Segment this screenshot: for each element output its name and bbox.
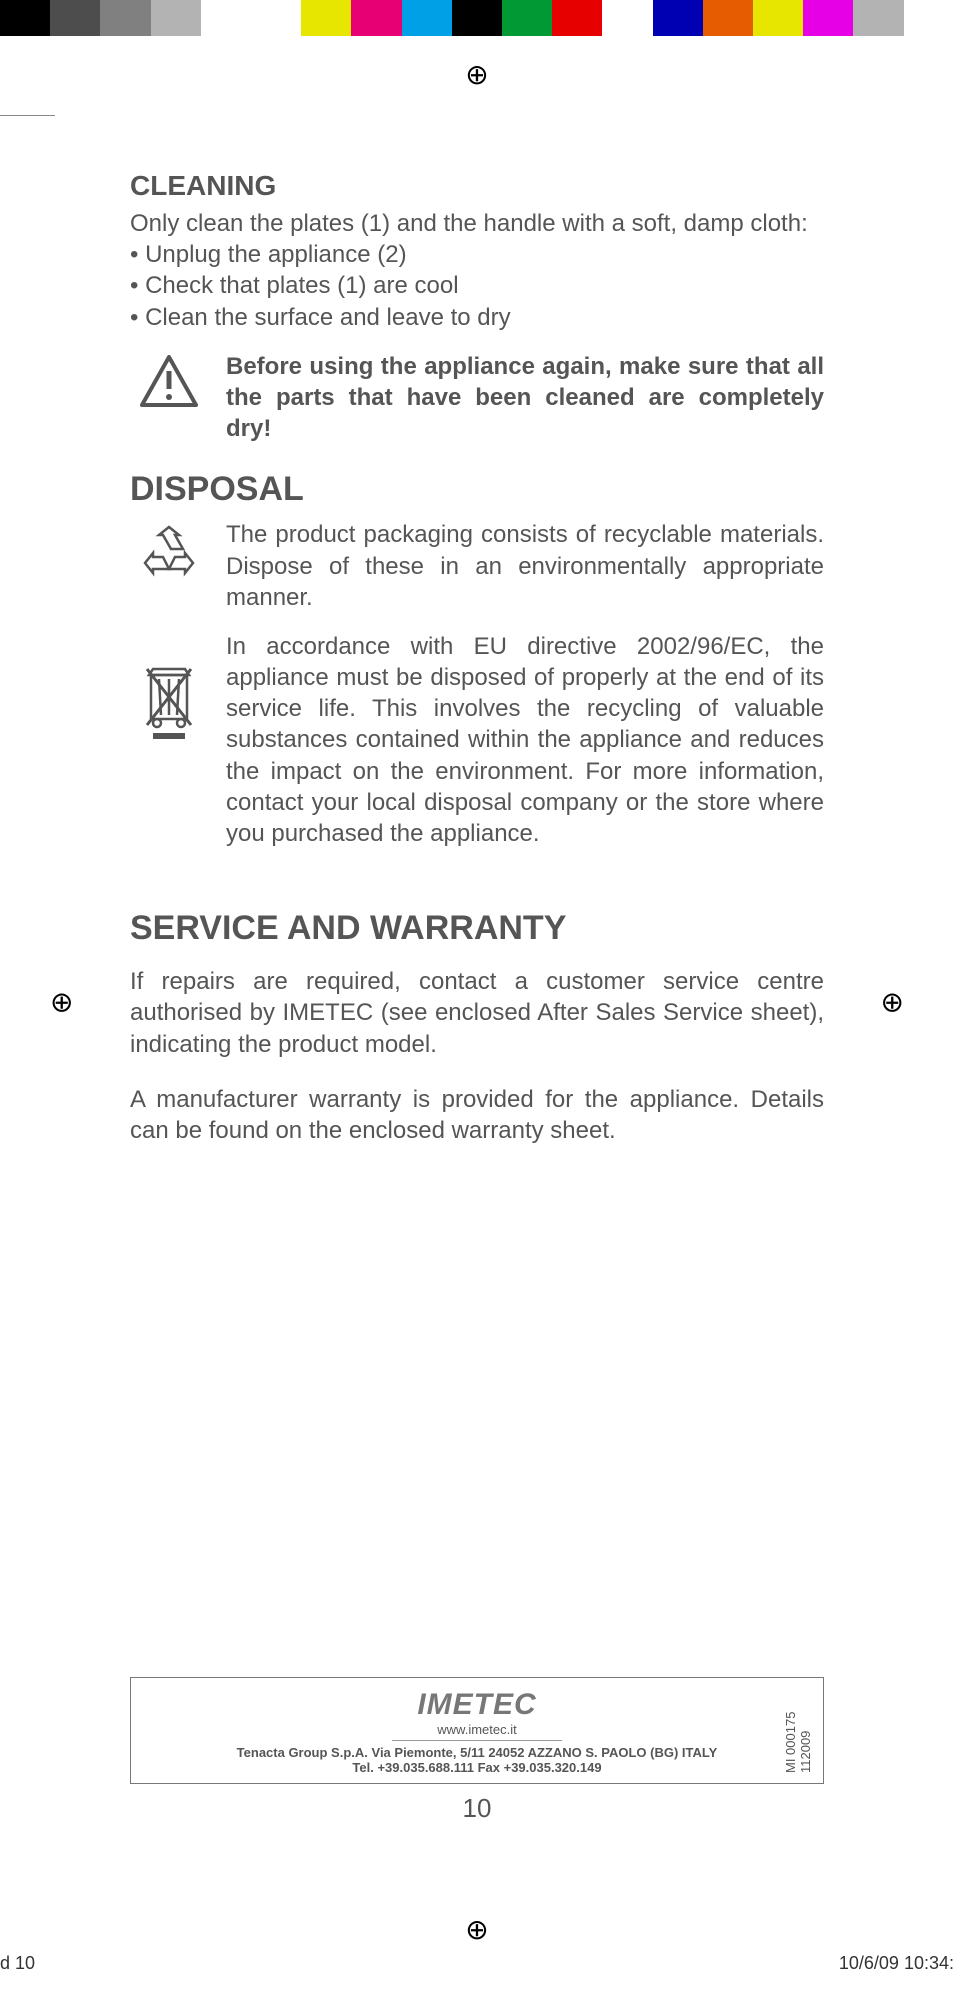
print-meta-right: 10/6/09 10:34: — [839, 1953, 954, 1974]
cleaning-heading: CLEANING — [130, 170, 824, 202]
warning-text: Before using the appliance again, make s… — [226, 351, 824, 445]
page-content: CLEANING Only clean the plates (1) and t… — [130, 170, 824, 1824]
recycle-icon — [130, 519, 208, 583]
print-meta-left: d 10 — [0, 1953, 35, 1974]
footer-url: www.imetec.it — [392, 1722, 562, 1741]
cleaning-intro: Only clean the plates (1) and the handle… — [130, 208, 824, 239]
footer-code: MI 000175 112009 — [783, 1688, 813, 1773]
service-heading: SERVICE AND WARRANTY — [130, 909, 824, 948]
footer-box: IMETEC www.imetec.it Tenacta Group S.p.A… — [130, 1677, 824, 1784]
warning-icon — [130, 351, 208, 407]
registration-mark-icon: ⊕ — [465, 58, 488, 91]
service-p2: A manufacturer warranty is provided for … — [130, 1084, 824, 1146]
registration-mark-icon: ⊕ — [881, 986, 904, 1019]
registration-mark-icon: ⊕ — [465, 1913, 488, 1946]
page-number: 10 — [463, 1793, 492, 1824]
footer-logo: IMETEC — [417, 1688, 536, 1722]
recycle-block: The product packaging consists of recycl… — [130, 519, 824, 613]
weee-bin-icon — [130, 631, 208, 741]
cleaning-bullet: • Unplug the appliance (2) — [130, 239, 824, 270]
cleaning-bullet: • Clean the surface and leave to dry — [130, 302, 824, 333]
warning-block: Before using the appliance again, make s… — [130, 351, 824, 445]
weee-text: In accordance with EU directive 2002/96/… — [226, 631, 824, 849]
disposal-heading: DISPOSAL — [130, 470, 824, 509]
cleaning-bullet: • Check that plates (1) are cool — [130, 270, 824, 301]
print-color-bar — [0, 0, 954, 36]
crop-mark — [0, 115, 55, 116]
footer-address: Tenacta Group S.p.A. Via Piemonte, 5/11 … — [237, 1745, 718, 1760]
registration-mark-icon: ⊕ — [50, 986, 73, 1019]
footer-phone: Tel. +39.035.688.111 Fax +39.035.320.149 — [352, 1760, 601, 1775]
service-p1: If repairs are required, contact a custo… — [130, 966, 824, 1060]
weee-block: In accordance with EU directive 2002/96/… — [130, 631, 824, 849]
recycle-text: The product packaging consists of recycl… — [226, 519, 824, 613]
